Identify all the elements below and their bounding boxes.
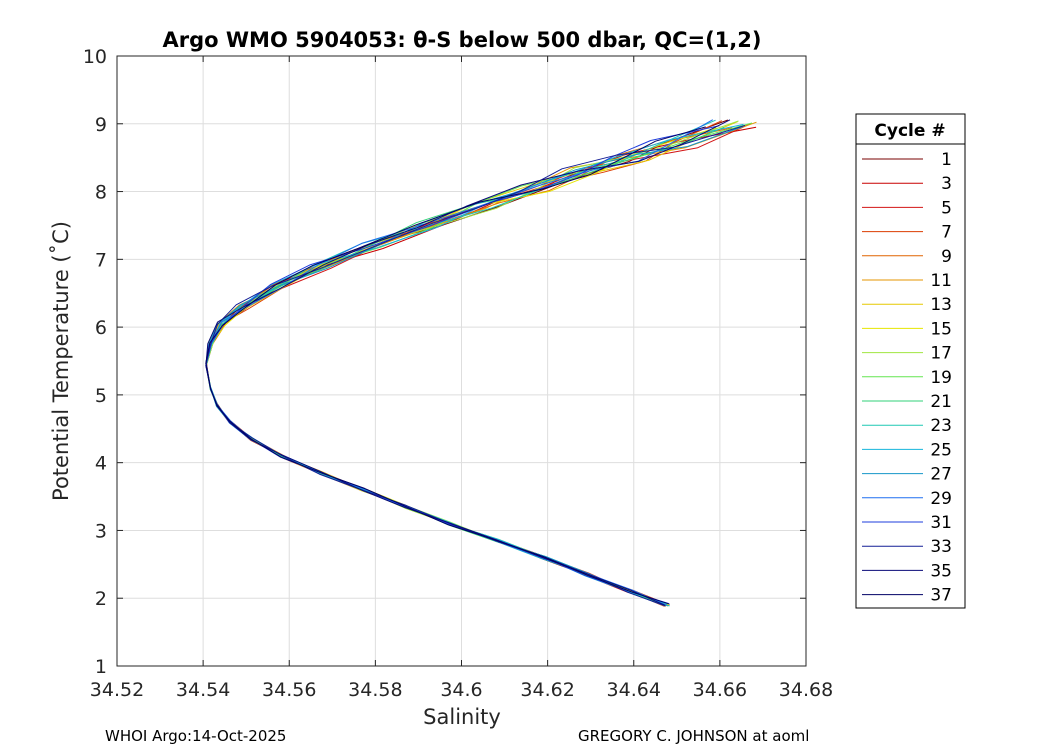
x-tick-label: 34.58 bbox=[348, 679, 402, 701]
profile-line-cycle-37 bbox=[205, 126, 706, 605]
legend-label: 23 bbox=[930, 416, 952, 436]
x-axis-label: Salinity bbox=[423, 705, 501, 729]
y-tick-label: 4 bbox=[95, 453, 107, 475]
x-tick-label: 34.56 bbox=[262, 679, 316, 701]
y-tick-label: 7 bbox=[95, 249, 107, 271]
legend-label: 5 bbox=[941, 198, 952, 218]
y-axis-label: Potential Temperature (˚C) bbox=[49, 221, 73, 501]
legend-label: 27 bbox=[930, 465, 952, 485]
chart-title: Argo WMO 5904053: θ-S below 500 dbar, QC… bbox=[163, 28, 762, 52]
legend-label: 1 bbox=[941, 150, 952, 170]
x-tick-label: 34.62 bbox=[520, 679, 574, 701]
legend-label: 17 bbox=[930, 344, 952, 364]
legend-label: 9 bbox=[941, 247, 952, 267]
y-tick-label: 5 bbox=[95, 385, 107, 407]
footer-left: WHOI Argo:14-Oct-2025 bbox=[105, 727, 286, 745]
legend-label: 15 bbox=[930, 319, 952, 339]
x-tick-label: 34.6 bbox=[440, 679, 482, 701]
legend-label: 13 bbox=[930, 295, 952, 315]
legend-title: Cycle # bbox=[874, 121, 945, 141]
y-tick-label: 6 bbox=[95, 317, 107, 339]
y-tick-label: 1 bbox=[95, 656, 107, 678]
legend-label: 37 bbox=[930, 586, 952, 606]
y-tick-label: 9 bbox=[95, 114, 107, 136]
legend-box bbox=[855, 113, 966, 609]
legend-label: 35 bbox=[930, 561, 952, 581]
legend-label: 7 bbox=[941, 223, 952, 243]
legend-label: 33 bbox=[930, 537, 952, 557]
legend-label: 11 bbox=[930, 271, 952, 291]
legend-label: 29 bbox=[930, 489, 952, 509]
legend-label: 19 bbox=[930, 368, 952, 388]
x-tick-label: 34.66 bbox=[693, 679, 747, 701]
y-ticks: 1 2 3 4 5 6 7 8 9 10 bbox=[83, 46, 806, 678]
y-tick-label: 2 bbox=[95, 588, 107, 610]
y-tick-label: 8 bbox=[95, 182, 107, 204]
legend-label: 25 bbox=[930, 440, 952, 460]
footer-right: GREGORY C. JOHNSON at aoml bbox=[578, 727, 809, 745]
legend-label: 3 bbox=[941, 174, 952, 194]
x-tick-label: 34.54 bbox=[176, 679, 230, 701]
x-ticks: 34.52 34.54 34.56 34.58 34.6 34.62 34.64 34.66 3… bbox=[90, 56, 833, 701]
profiles bbox=[205, 119, 757, 607]
x-tick-label: 34.64 bbox=[607, 679, 661, 701]
y-tick-label: 10 bbox=[83, 46, 107, 68]
legend-label: 21 bbox=[930, 392, 952, 412]
legend-label: 31 bbox=[930, 513, 952, 533]
legend: Cycle # 13579111315171921232527293133353… bbox=[855, 113, 966, 609]
x-tick-label: 34.52 bbox=[90, 679, 144, 701]
x-tick-label: 34.68 bbox=[779, 679, 833, 701]
y-tick-label: 3 bbox=[95, 520, 107, 542]
